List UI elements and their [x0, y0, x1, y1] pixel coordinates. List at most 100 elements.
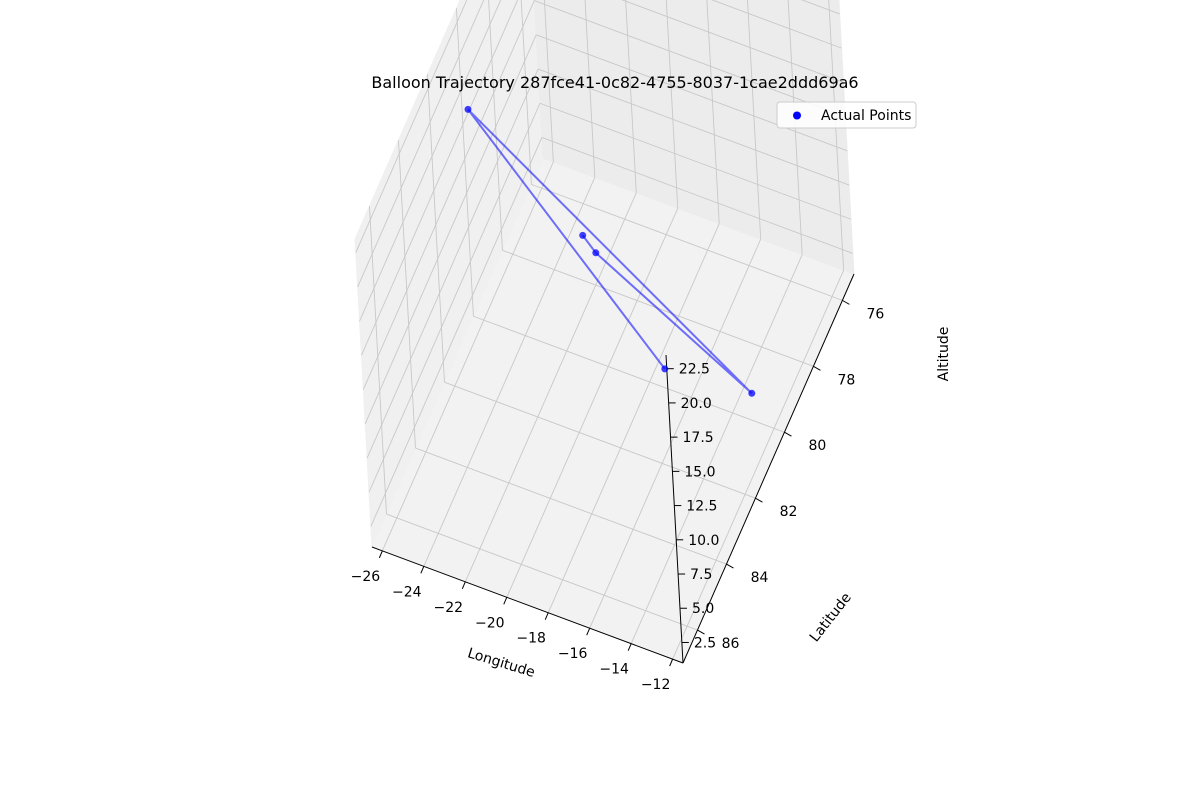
z-gridline-left	[361, 0, 519, 356]
z-tick-label: 17.5	[683, 430, 714, 446]
data-series	[464, 105, 756, 397]
z-tick-label: 7.5	[690, 567, 712, 583]
z-gridline-left	[362, 0, 535, 390]
z-gridline-back	[536, 34, 848, 152]
x-tick	[420, 566, 425, 574]
z-tick-label: 10.0	[688, 533, 719, 549]
data-point	[748, 389, 756, 397]
x-tick	[503, 597, 508, 605]
z-axis-label: Altitude	[936, 327, 952, 382]
grid-lines	[355, 0, 854, 660]
z-gridline-left	[370, 137, 543, 527]
y-axis-line	[682, 273, 855, 664]
x-gridline-floor	[630, 254, 803, 644]
x-tick-label: −14	[599, 662, 629, 678]
z-tick-label: 12.5	[686, 499, 717, 515]
y-gridline-left	[488, 0, 503, 251]
z-gridline-left	[366, 68, 539, 459]
tick-marks	[378, 299, 850, 667]
z-gridline-back	[541, 137, 854, 254]
y-gridline-floor	[386, 513, 698, 631]
x-gridline-floor	[423, 177, 596, 567]
data-point	[661, 365, 669, 373]
z-tick-label: 20.0	[681, 396, 712, 412]
y-gridline-left	[455, 8, 474, 317]
x-tick	[544, 612, 549, 620]
z-axis-line	[665, 354, 684, 664]
x-tick	[627, 643, 632, 651]
y-tick-label: 80	[808, 438, 826, 454]
legend-frame	[776, 101, 917, 129]
y-gridline-left	[369, 206, 387, 515]
legend-marker	[793, 111, 801, 120]
x-tick	[461, 581, 466, 589]
back-wall-pane	[533, 0, 855, 275]
y-tick	[697, 629, 705, 635]
z-gridline-left	[359, 0, 502, 322]
x-gridline-floor	[464, 192, 637, 582]
z-gridline-left	[355, 0, 468, 253]
x-tick-label: −16	[558, 646, 588, 662]
z-tick-label: 5.0	[692, 601, 714, 617]
y-tick	[726, 563, 734, 569]
y-gridline-floor	[473, 315, 785, 433]
x-gridline-floor	[672, 269, 845, 660]
legend-entry-label: Actual Points	[821, 108, 911, 124]
y-gridline-floor	[531, 183, 843, 301]
x-tick-label: −20	[475, 615, 505, 631]
x-gridline-back	[787, 0, 803, 255]
z-tick-label: 15.0	[684, 464, 715, 480]
y-tick-label: 78	[837, 372, 855, 388]
x-axis-label: Longitude	[466, 645, 537, 681]
x-tick	[378, 550, 383, 559]
z-gridline-left	[364, 34, 537, 424]
axes-panes	[354, 0, 855, 664]
legend: Actual Points	[776, 101, 917, 129]
y-gridline-floor	[415, 447, 727, 565]
tick-labels: −26 −24 −22 −20 −18 −16 −14 −12 76 78 80 82 84 86 2.5 5…	[351, 306, 885, 693]
z-tick-label: 2.5	[694, 636, 716, 652]
y-axis-label: Latitude	[807, 590, 855, 645]
y-tick-label: 86	[722, 636, 740, 652]
y-tick-label: 76	[866, 306, 884, 322]
y-tick-label: 84	[751, 570, 769, 586]
x-tick	[586, 628, 591, 636]
x-gridline-back	[665, 0, 679, 209]
x-tick-label: −22	[434, 600, 464, 616]
x-gridline-floor	[589, 239, 762, 629]
x-tick	[669, 658, 674, 667]
y-gridline-left	[398, 140, 416, 449]
y-tick	[842, 299, 850, 305]
x-gridline-back	[543, 0, 554, 162]
data-point	[464, 105, 472, 113]
z-gridline-left	[357, 0, 485, 288]
y-tick	[813, 365, 821, 371]
y-tick-label: 82	[780, 504, 798, 520]
z-gridline-back	[621, 0, 844, 83]
x-tick-label: −26	[351, 569, 381, 585]
y-gridline-floor	[444, 381, 756, 499]
y-tick	[755, 497, 763, 503]
z-tick-label: 22.5	[679, 362, 710, 378]
x-gridline-floor	[506, 208, 679, 598]
x-tick-label: −18	[516, 631, 546, 647]
x-tick-label: −24	[392, 584, 422, 600]
y-gridline-left	[520, 0, 532, 185]
x-tick-label: −12	[641, 677, 671, 693]
x-gridline-back	[625, 0, 637, 193]
x-gridline-floor	[547, 223, 720, 613]
x-gridline-back	[747, 0, 762, 240]
z-gridline-back	[537, 68, 850, 186]
y-gridline-left	[427, 74, 445, 383]
x-gridline-back	[584, 0, 596, 178]
chart-title: Balloon Trajectory 287fce41-0c82-4755-80…	[371, 73, 858, 92]
x-gridline-back	[706, 0, 720, 224]
data-point	[592, 249, 600, 257]
data-point	[579, 231, 587, 239]
y-tick	[784, 431, 792, 437]
z-gridline-back	[711, 0, 842, 49]
x-gridline-floor	[381, 161, 554, 552]
z-gridline-back	[539, 102, 852, 220]
z-gridline-back	[534, 0, 846, 117]
